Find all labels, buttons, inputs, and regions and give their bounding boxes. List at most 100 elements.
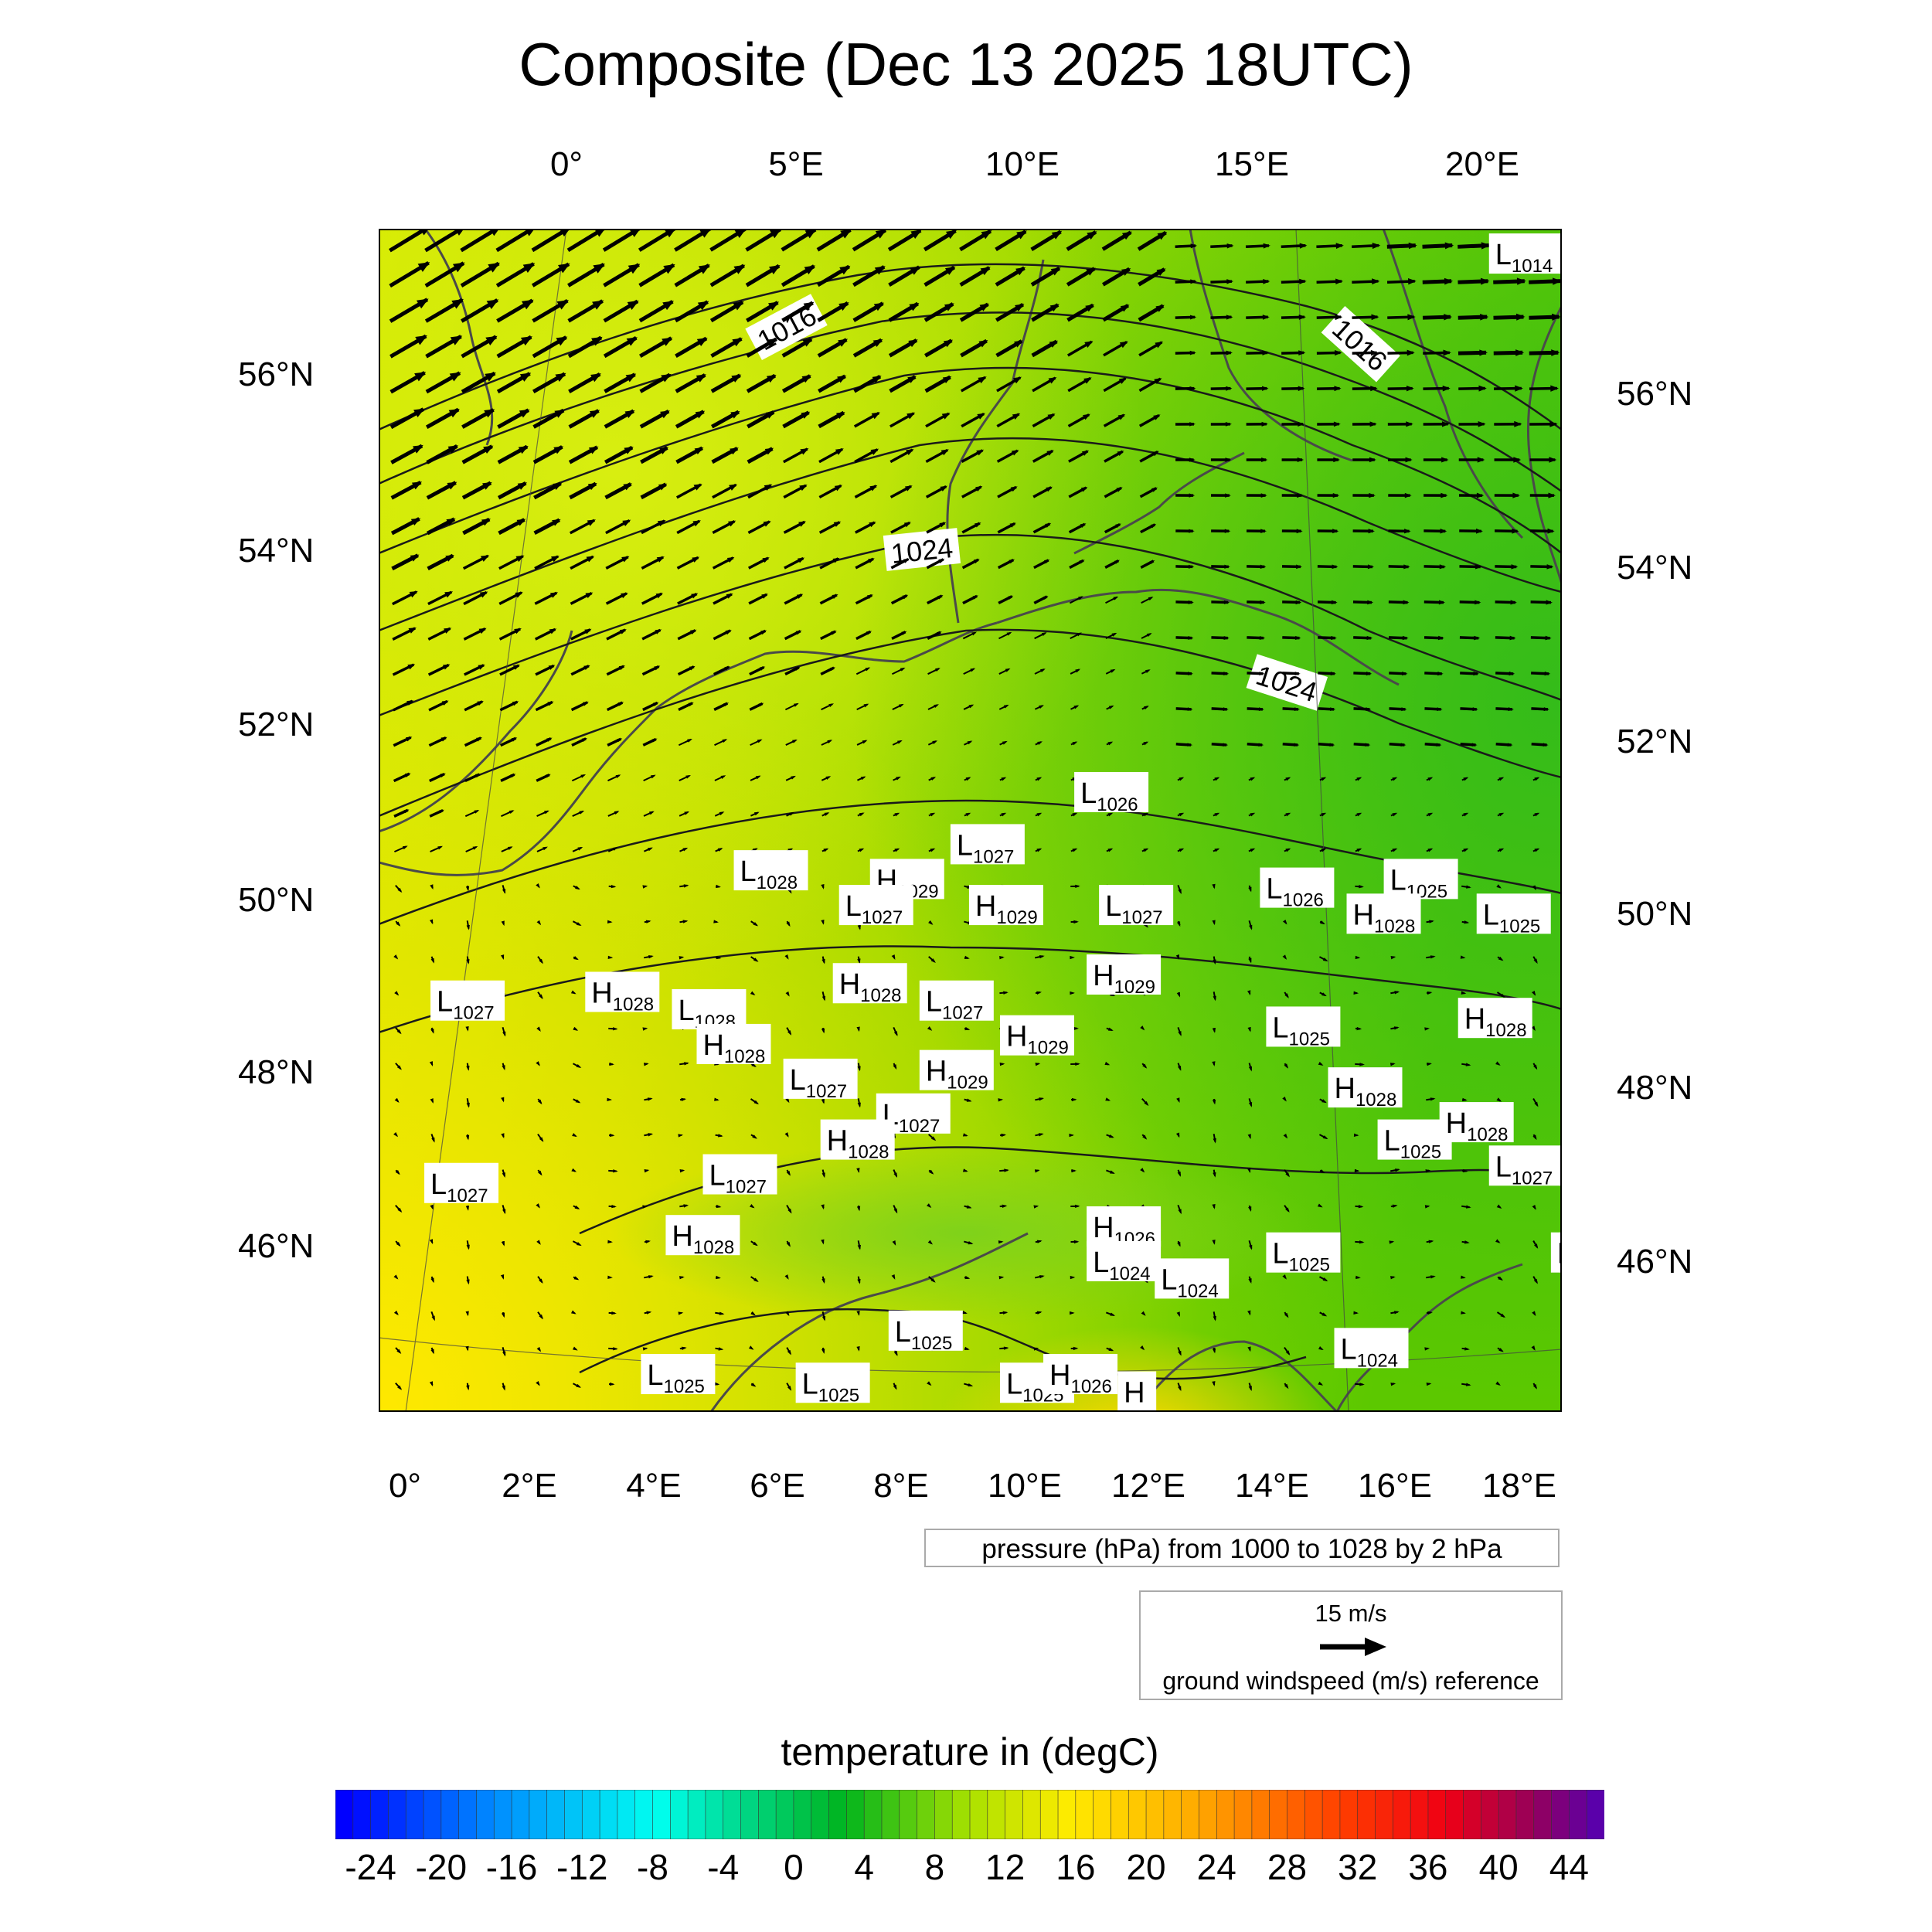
pressure-center-box xyxy=(1266,1006,1341,1047)
wind-vector-head xyxy=(1495,1239,1501,1243)
wind-vector-head xyxy=(1332,493,1340,498)
wind-vector-head xyxy=(1318,1346,1324,1351)
wind-vector-head xyxy=(837,375,847,383)
wind-vector-head xyxy=(1330,672,1337,676)
wind-vector-head xyxy=(1429,920,1434,923)
wind-vector-head xyxy=(466,924,470,930)
wind-vector-head xyxy=(831,631,837,635)
wind-vector-head xyxy=(1075,1204,1080,1209)
wind-vector-head xyxy=(893,1384,897,1390)
wind-vector-head xyxy=(907,376,917,383)
wind-vector-head xyxy=(821,884,825,889)
wind-vector-head xyxy=(796,594,804,599)
pressure-center-box xyxy=(795,1362,870,1403)
colorbar-swatch xyxy=(1463,1790,1482,1839)
wind-vector-head xyxy=(589,410,600,418)
high-pressure-center: H1028 xyxy=(1328,1067,1403,1111)
wind-vector-head xyxy=(1444,314,1452,321)
temperature-map[interactable]: 1016 1016 1024 1024 L1014L1026L1027L1028… xyxy=(379,229,1562,1412)
wind-vector-head xyxy=(1073,1026,1079,1031)
colorbar-swatch xyxy=(881,1790,900,1839)
pressure-center-label: L1024 xyxy=(1093,1247,1151,1284)
wind-vector-head xyxy=(648,1275,654,1279)
right-lat-label: 52°N xyxy=(1617,723,1693,760)
wind-vector-head xyxy=(869,485,878,492)
wind-vector-head xyxy=(1107,848,1114,852)
wind-vector-head xyxy=(465,1026,469,1032)
wind-vector-head xyxy=(1213,1315,1216,1321)
low-pressure-center: L1025 xyxy=(641,1354,716,1397)
colorbar-swatch xyxy=(546,1790,566,1839)
wind-vector-head xyxy=(575,1099,581,1104)
wind-vector-head xyxy=(909,302,920,311)
wind-vector-head xyxy=(617,702,624,706)
wind-vector-head xyxy=(1248,886,1252,893)
colorbar-swatch xyxy=(705,1790,724,1839)
wind-vector-head xyxy=(1226,279,1234,284)
pressure-center-label: H1028 xyxy=(839,968,902,1006)
map-panel[interactable]: 1016 1016 1024 1024 L1014 L1026 L1027 L1028… xyxy=(379,229,1562,1412)
low-pressure-center: L1025 xyxy=(1476,893,1551,937)
wind-vector-head xyxy=(1156,268,1166,277)
wind-vector-head xyxy=(1390,956,1396,960)
wind-vector-head xyxy=(619,629,627,634)
wind-vector-head xyxy=(657,519,666,527)
wind-vector-head xyxy=(1016,230,1027,240)
wind-vector-head xyxy=(410,554,420,562)
wind-vector-head xyxy=(974,522,981,528)
pressure-center-label: L1026 xyxy=(1266,873,1324,911)
wind-vector-head xyxy=(576,1242,582,1247)
wind-vector-head xyxy=(1225,457,1232,462)
wind-vector-head xyxy=(1500,993,1506,998)
wind-vector-head xyxy=(1008,595,1014,600)
pressure-center-label: L1027 xyxy=(709,1160,767,1198)
wind-vector-head xyxy=(430,1277,434,1284)
wind-vector-head xyxy=(1359,885,1364,889)
wind-vector-head xyxy=(716,1204,722,1209)
wind-vector-head xyxy=(1248,1206,1252,1212)
wind-vector-head xyxy=(1329,743,1335,747)
wind-vector-head xyxy=(1436,743,1442,747)
wind-vector-head xyxy=(573,956,579,961)
wind-vector-head xyxy=(1424,1027,1430,1031)
pressure-center-label: L1027 xyxy=(437,986,495,1024)
wind-vector-head xyxy=(1189,457,1196,462)
isobar xyxy=(379,628,1562,818)
wind-vector-head xyxy=(1212,1240,1216,1245)
wind-vector-head xyxy=(539,958,543,964)
wind-vector-head xyxy=(769,265,781,274)
wind-vector-head xyxy=(1463,812,1469,817)
wind-vector-head xyxy=(1187,707,1193,711)
colorbar-swatch xyxy=(987,1790,1006,1839)
wind-vector-head xyxy=(430,1028,434,1034)
wind-vector-head xyxy=(965,812,971,817)
wind-vector-head xyxy=(1359,1383,1365,1386)
colorbar-swatch xyxy=(617,1790,636,1839)
wind-vector-head xyxy=(1033,1347,1039,1351)
wind-vector-head xyxy=(1355,955,1361,960)
pressure-center-box xyxy=(1439,1102,1514,1143)
bottom-lon-label: 8°E xyxy=(873,1467,929,1505)
colorbar-tick-label: 40 xyxy=(1478,1847,1519,1887)
wind-vector-head xyxy=(524,229,535,236)
wind-vector-head xyxy=(1212,1028,1216,1033)
colorbar-swatch xyxy=(1163,1790,1182,1839)
wind-vector-head xyxy=(536,1346,542,1352)
high-pressure-center: H1028 xyxy=(585,971,660,1015)
colorbar-swatch xyxy=(1481,1790,1499,1839)
low-pressure-center: L1024 xyxy=(1550,1232,1562,1273)
colorbar-swatch xyxy=(1039,1790,1059,1839)
colorbar-swatch xyxy=(1287,1790,1306,1839)
wind-vector-head xyxy=(591,336,603,346)
wind-vector-head xyxy=(626,337,638,346)
wind-vector-head xyxy=(1515,313,1526,321)
wind-vector-head xyxy=(1175,954,1180,960)
wind-vector-head xyxy=(967,740,973,745)
wind-vector-head xyxy=(903,558,910,563)
wind-vector-head xyxy=(409,590,418,598)
wind-vector-head xyxy=(622,519,631,526)
wind-vector-head xyxy=(891,1274,896,1280)
wind-vector-head xyxy=(803,301,815,311)
wind-vector-head xyxy=(1516,277,1526,285)
wind-vector-head xyxy=(1403,564,1410,570)
